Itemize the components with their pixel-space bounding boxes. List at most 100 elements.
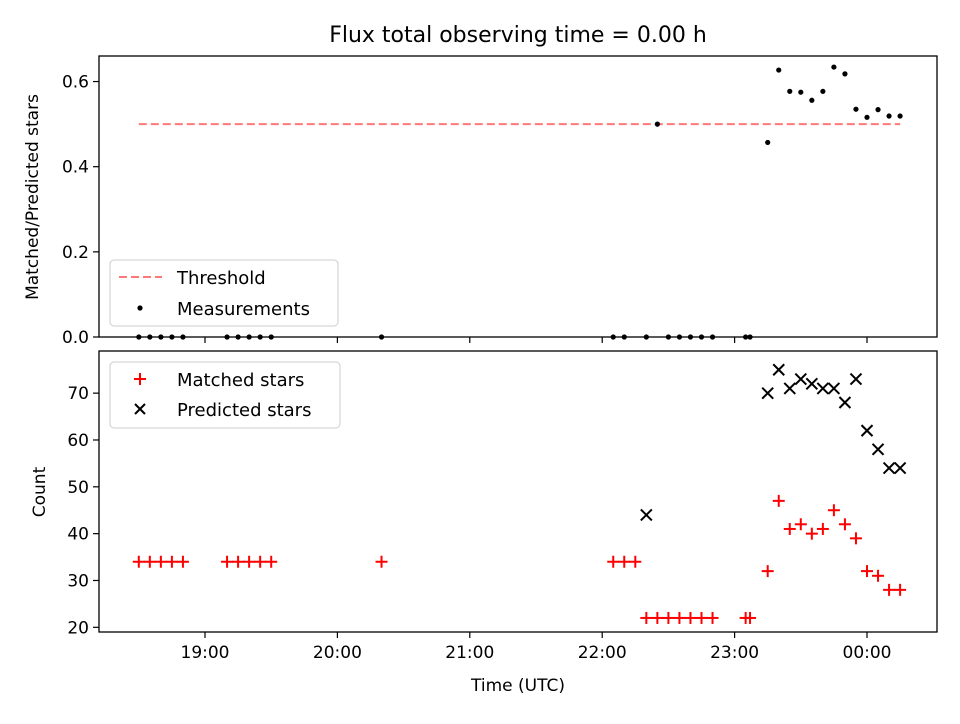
- ratio-panel: Matched/Predicted stars 0.0 0.2 0.4 0.6 Thr…: [23, 55, 938, 348]
- matched-point: [176, 555, 189, 568]
- count-panel: Count 20 30 40 50 60 70 19:00 20:00 21:00 22:00 2…: [30, 350, 938, 663]
- measurement-point: [709, 334, 716, 340]
- matched-point: [761, 565, 774, 578]
- measurement-point: [665, 334, 672, 340]
- measurement-point: [864, 114, 870, 120]
- measurement-point: [235, 334, 241, 340]
- measurement-point: [776, 67, 782, 73]
- matched-point: [165, 555, 178, 568]
- matched-point: [827, 504, 840, 517]
- count-points: [132, 363, 907, 624]
- x-tick-label: 00:00: [843, 643, 892, 663]
- matched-point: [651, 611, 664, 624]
- count-legend: Matched stars Predicted stars: [109, 361, 341, 429]
- predicted-point: [882, 461, 896, 475]
- matched-point: [232, 555, 245, 568]
- y-tick-label: 70: [67, 384, 89, 404]
- chart-title: Flux total observing time = 0.00 h: [329, 23, 707, 48]
- predicted-point: [772, 363, 785, 376]
- y-tick-label: 60: [67, 431, 89, 451]
- measurement-point: [378, 334, 385, 340]
- measurement-point: [809, 97, 815, 103]
- x-tick-label: 23:00: [710, 643, 759, 663]
- measurement-point: [224, 334, 230, 340]
- matched-point: [143, 555, 156, 568]
- count-y-ticks: 20 30 40 50 60 70: [67, 384, 99, 638]
- y-tick-label: 0.6: [62, 73, 89, 93]
- legend-matched-swatch: [134, 373, 146, 385]
- matched-point: [662, 611, 675, 624]
- matched-point: [640, 611, 653, 624]
- x-tick-label: 21:00: [445, 643, 494, 663]
- matched-point: [254, 555, 267, 568]
- measurement-point: [698, 334, 705, 340]
- predicted-point: [860, 424, 874, 437]
- matched-point: [154, 555, 167, 568]
- predicted-point: [805, 377, 819, 390]
- predicted-point: [816, 382, 830, 395]
- count-y-axis-label: Count: [30, 466, 50, 517]
- matched-point: [243, 555, 256, 568]
- x-axis-label: Time (UTC): [470, 676, 565, 696]
- matched-point: [744, 611, 757, 624]
- measurement-point: [246, 334, 252, 340]
- y-tick-label: 30: [67, 571, 89, 591]
- legend-predicted-swatch: [134, 403, 146, 415]
- measurement-point: [257, 334, 263, 340]
- measurement-point: [798, 89, 804, 95]
- matched-point: [221, 555, 234, 568]
- predicted-point: [893, 461, 907, 475]
- ratio-legend: Threshold Measurements: [109, 259, 339, 327]
- matched-point: [607, 555, 620, 568]
- matched-point: [872, 569, 885, 582]
- matched-point: [695, 611, 708, 624]
- measurement-point: [158, 334, 164, 340]
- predicted-point: [827, 382, 841, 395]
- matched-point: [794, 518, 807, 531]
- matched-point: [772, 494, 785, 507]
- legend-measurements-label: Measurements: [177, 299, 310, 320]
- measurement-point: [654, 121, 660, 127]
- matched-point: [618, 555, 631, 568]
- measurement-point: [820, 88, 826, 94]
- predicted-point: [838, 396, 852, 409]
- measurement-point: [687, 334, 694, 340]
- predicted-point: [761, 386, 774, 400]
- x-tick-label: 20:00: [313, 643, 362, 663]
- measurement-point: [169, 334, 175, 340]
- y-tick-label: 20: [67, 618, 89, 638]
- measurement-point: [621, 334, 627, 340]
- matched-point: [684, 611, 697, 624]
- matched-point: [629, 555, 642, 568]
- predicted-point: [871, 443, 885, 456]
- measurement-point: [268, 334, 274, 340]
- matched-point: [861, 565, 873, 578]
- ratio-y-ticks: 0.0 0.2 0.4 0.6: [62, 73, 99, 348]
- measurement-point: [842, 71, 848, 77]
- x-tick-label: 22:00: [578, 643, 627, 663]
- matched-point: [805, 527, 818, 540]
- measurement-point: [136, 334, 142, 340]
- predicted-point: [849, 372, 863, 386]
- matched-point: [132, 555, 145, 568]
- y-tick-label: 50: [67, 478, 89, 498]
- legend-matched-label: Matched stars: [177, 370, 304, 391]
- measurement-point: [610, 334, 616, 340]
- matched-point: [706, 611, 719, 624]
- matched-point: [849, 532, 862, 545]
- predicted-point: [640, 508, 653, 522]
- matched-point: [375, 555, 388, 568]
- measurement-point: [743, 334, 749, 340]
- matched-point: [883, 583, 896, 596]
- legend-threshold-label: Threshold: [176, 268, 266, 289]
- measurement-point: [875, 107, 881, 113]
- matched-point: [783, 522, 796, 535]
- legend-predicted-label: Predicted stars: [177, 400, 311, 421]
- matched-point: [816, 522, 829, 535]
- y-tick-label: 40: [67, 525, 89, 545]
- y-tick-label: 0.2: [62, 243, 89, 263]
- matched-point: [838, 518, 851, 531]
- measurement-point: [180, 334, 186, 340]
- measurement-point: [676, 334, 683, 340]
